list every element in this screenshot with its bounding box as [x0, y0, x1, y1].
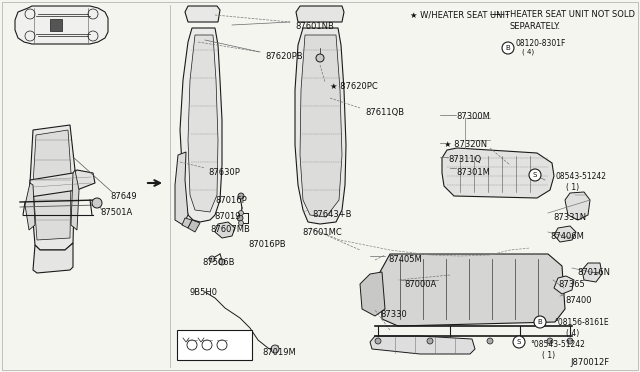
Text: 87620PB: 87620PB	[265, 52, 303, 61]
Polygon shape	[565, 192, 590, 220]
Text: 87601NB: 87601NB	[295, 22, 334, 31]
Circle shape	[271, 345, 279, 353]
Text: 87330: 87330	[380, 310, 407, 319]
Circle shape	[427, 338, 433, 344]
Circle shape	[487, 338, 493, 344]
Polygon shape	[175, 152, 188, 225]
Circle shape	[238, 193, 244, 199]
Text: HEATER SEAT UNIT NOT SOLD: HEATER SEAT UNIT NOT SOLD	[510, 10, 635, 19]
Bar	[177, 330, 252, 360]
Circle shape	[239, 221, 243, 225]
Polygon shape	[71, 170, 79, 230]
Polygon shape	[182, 218, 192, 228]
Text: 87019M: 87019M	[262, 348, 296, 357]
Text: 87301M: 87301M	[456, 168, 490, 177]
Text: 08543-51242: 08543-51242	[555, 172, 606, 181]
Polygon shape	[25, 183, 35, 230]
Polygon shape	[300, 35, 342, 217]
Text: S: S	[517, 339, 521, 345]
Text: ----: ----	[490, 10, 502, 19]
Text: 87501A: 87501A	[100, 208, 132, 217]
Circle shape	[513, 336, 525, 348]
Circle shape	[209, 256, 215, 262]
Text: 87643+B: 87643+B	[312, 210, 351, 219]
Text: B: B	[506, 45, 510, 51]
Polygon shape	[380, 254, 565, 326]
Polygon shape	[50, 19, 62, 31]
Circle shape	[239, 211, 243, 215]
Text: 87311Q: 87311Q	[448, 155, 481, 164]
Text: B: B	[538, 319, 542, 325]
Polygon shape	[33, 243, 73, 273]
Polygon shape	[185, 6, 220, 22]
Text: 87019: 87019	[214, 212, 241, 221]
Polygon shape	[180, 28, 222, 222]
Text: ★ 87620PC: ★ 87620PC	[330, 82, 378, 91]
Circle shape	[534, 316, 546, 328]
Circle shape	[502, 42, 514, 54]
Circle shape	[547, 338, 553, 344]
Text: SEPARATELY.: SEPARATELY.	[510, 22, 561, 31]
Text: 87400: 87400	[565, 296, 591, 305]
Text: 87331N: 87331N	[553, 213, 586, 222]
Text: 08120-8301F: 08120-8301F	[516, 39, 566, 48]
Text: ( 4): ( 4)	[522, 49, 534, 55]
Text: ( 1): ( 1)	[566, 183, 579, 192]
Polygon shape	[370, 336, 475, 354]
Polygon shape	[295, 28, 346, 224]
Text: 87406M: 87406M	[550, 232, 584, 241]
Polygon shape	[554, 276, 574, 294]
Circle shape	[567, 338, 573, 344]
Text: ★ 87320N: ★ 87320N	[444, 140, 487, 149]
Polygon shape	[33, 130, 71, 240]
Text: 87649: 87649	[110, 192, 136, 201]
Text: ( 4): ( 4)	[566, 329, 579, 338]
Text: °08156-8161E: °08156-8161E	[554, 318, 609, 327]
Polygon shape	[188, 220, 200, 232]
Polygon shape	[360, 272, 385, 316]
Polygon shape	[30, 125, 75, 250]
Text: 87016PB: 87016PB	[248, 240, 285, 249]
Text: 87016N: 87016N	[577, 268, 610, 277]
Text: 87607MB: 87607MB	[210, 225, 250, 234]
Circle shape	[316, 54, 324, 62]
Text: 87506B: 87506B	[202, 258, 234, 267]
Polygon shape	[188, 35, 218, 212]
Circle shape	[92, 198, 102, 208]
Text: 87405M: 87405M	[388, 255, 422, 264]
Text: 9B5H0: 9B5H0	[190, 288, 218, 297]
Text: S: S	[533, 172, 537, 178]
Circle shape	[219, 259, 225, 265]
Text: 87630P: 87630P	[208, 168, 240, 177]
Polygon shape	[15, 6, 108, 44]
Polygon shape	[30, 170, 95, 197]
Text: 87300M: 87300M	[456, 112, 490, 121]
Polygon shape	[215, 222, 235, 238]
Text: J870012F: J870012F	[570, 358, 609, 367]
Text: 87611QB: 87611QB	[365, 108, 404, 117]
Polygon shape	[554, 226, 576, 242]
Text: 87016P: 87016P	[215, 196, 247, 205]
Polygon shape	[582, 263, 602, 282]
Text: 87601MC: 87601MC	[302, 228, 342, 237]
Text: 87365: 87365	[558, 280, 585, 289]
Circle shape	[529, 169, 541, 181]
Circle shape	[375, 338, 381, 344]
Text: °08543-51242: °08543-51242	[530, 340, 585, 349]
Text: 87000A: 87000A	[404, 280, 436, 289]
Text: ( 1): ( 1)	[542, 351, 555, 360]
Polygon shape	[296, 6, 344, 22]
Circle shape	[237, 215, 243, 221]
Polygon shape	[442, 148, 554, 198]
Text: ★ W/HEATER SEAT UNIT: ★ W/HEATER SEAT UNIT	[410, 10, 510, 19]
